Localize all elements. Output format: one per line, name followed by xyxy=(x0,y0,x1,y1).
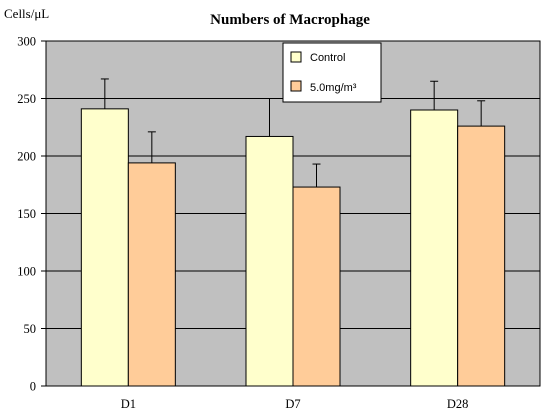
y-tick-label: 50 xyxy=(24,322,37,336)
chart-title: Numbers of Macrophage xyxy=(210,12,370,28)
y-axis: 0 50 100 150 200 250 300 xyxy=(17,35,46,394)
bar xyxy=(457,125,506,387)
bar xyxy=(410,109,459,387)
bar xyxy=(292,186,341,387)
bar xyxy=(245,135,294,387)
legend-label-control: Control xyxy=(310,52,345,64)
y-tick-label: 0 xyxy=(30,380,36,394)
x-tick-label: D7 xyxy=(285,397,300,411)
y-axis-unit-label: Cells/μL xyxy=(4,6,49,21)
y-tick-label: 300 xyxy=(17,35,36,49)
x-axis: D1 D7 D28 xyxy=(121,397,469,411)
bar xyxy=(127,162,176,387)
legend-label-exposure: 5.0mg/m³ xyxy=(310,82,357,94)
legend-swatch-exposure xyxy=(290,80,302,92)
x-tick-label: D28 xyxy=(447,397,469,411)
y-tick-label: 200 xyxy=(17,150,36,164)
x-tick-label: D1 xyxy=(121,397,136,411)
legend: Control 5.0mg/m³ xyxy=(282,42,382,103)
bar xyxy=(80,108,129,387)
legend-swatch-control xyxy=(290,51,302,63)
y-tick-label: 100 xyxy=(17,265,36,279)
bars xyxy=(80,108,506,387)
y-tick-label: 150 xyxy=(17,207,36,221)
y-tick-label: 250 xyxy=(17,92,36,106)
error-bars xyxy=(100,78,486,188)
